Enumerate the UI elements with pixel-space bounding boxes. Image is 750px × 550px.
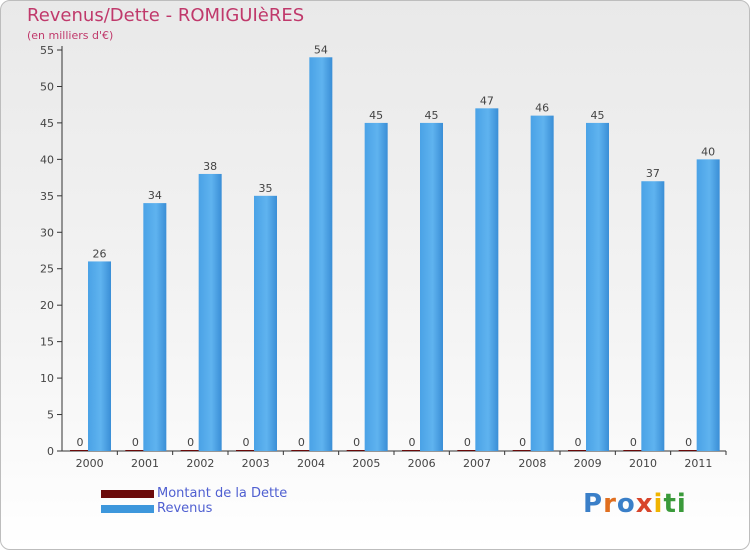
y-tick-label: 35 bbox=[40, 190, 54, 203]
bar-dette bbox=[568, 450, 588, 451]
x-tick-label: 2006 bbox=[408, 457, 436, 470]
x-tick-label: 2011 bbox=[684, 457, 712, 470]
logo-letter: t bbox=[663, 489, 677, 519]
bar-dette bbox=[678, 450, 699, 451]
legend-label-dette: Montant de la Dette bbox=[157, 486, 288, 501]
x-tick-label: 2004 bbox=[297, 457, 325, 470]
x-tick-label: 2010 bbox=[629, 457, 657, 470]
data-label-revenus: 34 bbox=[148, 189, 162, 202]
bar-revenus bbox=[254, 195, 277, 451]
data-label-revenus: 45 bbox=[425, 109, 439, 122]
y-tick-label: 30 bbox=[40, 226, 54, 239]
y-tick-label: 45 bbox=[40, 117, 54, 130]
bar-dette bbox=[236, 450, 256, 451]
data-label-revenus: 47 bbox=[480, 94, 494, 107]
y-tick-label: 5 bbox=[47, 409, 54, 422]
bar-dette bbox=[291, 450, 312, 451]
x-tick-label: 2009 bbox=[574, 457, 602, 470]
data-label-revenus: 37 bbox=[646, 167, 660, 180]
data-label-revenus: 46 bbox=[535, 102, 549, 115]
x-tick-label: 2001 bbox=[131, 457, 159, 470]
bar-dette bbox=[402, 450, 422, 451]
data-label-dette: 0 bbox=[187, 436, 194, 449]
bar-revenus bbox=[696, 159, 720, 451]
x-tick-label: 2008 bbox=[518, 457, 546, 470]
data-label-revenus: 38 bbox=[203, 160, 217, 173]
bar-dette bbox=[346, 450, 367, 451]
x-tick-label: 2007 bbox=[463, 457, 491, 470]
bar-revenus bbox=[641, 181, 665, 451]
bar-revenus bbox=[309, 57, 333, 452]
bar-dette bbox=[512, 450, 533, 451]
bar-dette bbox=[457, 450, 478, 451]
data-label-dette: 0 bbox=[685, 436, 692, 449]
bar-dette bbox=[125, 450, 146, 451]
y-tick-label: 55 bbox=[40, 44, 54, 57]
y-tick-label: 20 bbox=[40, 299, 54, 312]
y-tick-label: 50 bbox=[40, 80, 54, 93]
bar-dette bbox=[70, 450, 90, 451]
chart-subtitle: (en milliers d'€) bbox=[27, 29, 114, 42]
data-label-dette: 0 bbox=[132, 436, 139, 449]
legend-label-revenus: Revenus bbox=[157, 501, 213, 516]
y-tick-label: 15 bbox=[40, 336, 54, 349]
data-label-dette: 0 bbox=[575, 436, 582, 449]
data-label-dette: 0 bbox=[77, 436, 84, 449]
data-label-dette: 0 bbox=[519, 436, 526, 449]
data-label-dette: 0 bbox=[630, 436, 637, 449]
logo-letter: o bbox=[616, 489, 636, 519]
proxiti-logo: Proxiti bbox=[583, 489, 687, 519]
data-label-dette: 0 bbox=[464, 436, 471, 449]
y-tick-label: 25 bbox=[40, 263, 54, 276]
data-label-revenus: 40 bbox=[701, 145, 715, 158]
bar-dette bbox=[180, 450, 201, 451]
bar-revenus bbox=[364, 122, 388, 451]
logo-letter: r bbox=[603, 489, 617, 519]
bar-revenus bbox=[586, 122, 609, 451]
data-label-revenus: 54 bbox=[314, 43, 328, 56]
x-tick-label: 2000 bbox=[76, 457, 104, 470]
logo-letter: i bbox=[676, 489, 687, 519]
y-tick-label: 40 bbox=[40, 153, 54, 166]
x-tick-label: 2002 bbox=[186, 457, 214, 470]
data-label-revenus: 26 bbox=[93, 247, 107, 260]
logo-letter: P bbox=[583, 489, 604, 519]
data-label-dette: 0 bbox=[243, 436, 250, 449]
bar-revenus bbox=[143, 203, 167, 451]
bar-dette bbox=[623, 450, 644, 451]
x-tick-label: 2005 bbox=[352, 457, 380, 470]
data-label-dette: 0 bbox=[409, 436, 416, 449]
y-tick-label: 0 bbox=[47, 445, 54, 458]
data-label-dette: 0 bbox=[298, 436, 305, 449]
chart-title: Revenus/Dette - ROMIGUIèRES bbox=[27, 5, 305, 26]
logo-letter: i bbox=[653, 489, 664, 519]
legend-swatch-revenus bbox=[101, 505, 154, 513]
data-label-revenus: 45 bbox=[591, 109, 605, 122]
bar-revenus bbox=[475, 108, 499, 451]
logo-letter: x bbox=[635, 489, 654, 519]
data-label-dette: 0 bbox=[353, 436, 360, 449]
data-label-revenus: 35 bbox=[259, 182, 273, 195]
bar-revenus bbox=[198, 173, 222, 452]
bar-revenus bbox=[530, 115, 554, 452]
bar-revenus bbox=[88, 261, 111, 451]
legend-swatch-dette bbox=[101, 490, 154, 498]
data-label-revenus: 45 bbox=[369, 109, 383, 122]
y-tick-label: 10 bbox=[40, 372, 54, 385]
bar-revenus bbox=[420, 122, 443, 451]
x-tick-label: 2003 bbox=[242, 457, 270, 470]
